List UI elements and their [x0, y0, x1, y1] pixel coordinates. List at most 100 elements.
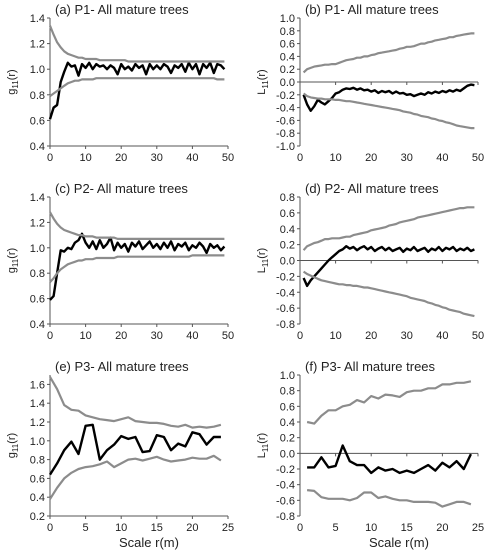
- x-tick-label: 0: [297, 522, 303, 534]
- lower-envelope-line: [302, 92, 475, 130]
- y-tick-label: -0.4: [276, 480, 295, 492]
- x-tick-label: 0: [297, 330, 303, 342]
- panel-title: (c) P2- All mature trees: [55, 181, 188, 196]
- y-axis-title-sub: 11: [261, 258, 270, 267]
- y-tick-label: 0.2: [280, 433, 295, 445]
- lower-envelope-line: [302, 270, 475, 318]
- y-tick-label: 0.8: [280, 386, 295, 398]
- y-axis-title-main: g: [6, 452, 18, 458]
- y-axis-title-tail: (r): [6, 248, 18, 259]
- x-tick-label: 20: [436, 522, 448, 534]
- y-tick-label: 0.4: [280, 224, 295, 236]
- y-tick-label: -0.6: [276, 495, 295, 507]
- x-tick-label: 25: [472, 522, 484, 534]
- chart-panel: -1.0-0.8-0.6-0.4-0.20.00.20.40.60.81.0 0 1…: [256, 2, 484, 164]
- observed-line: [48, 423, 221, 476]
- x-tick-label: 10: [365, 522, 377, 534]
- y-tick-label: 0.0: [280, 77, 295, 89]
- y-tick-label: -0.4: [276, 287, 295, 299]
- y-tick-label: -0.2: [276, 90, 295, 102]
- x-tick-label: 15: [401, 522, 413, 534]
- x-tick-label: 0: [47, 152, 53, 164]
- y-axis-title: g11(r): [6, 433, 20, 458]
- y-tick-label: -0.8: [276, 128, 295, 140]
- y-axis-title-sub: 11: [11, 443, 20, 452]
- y-tick-label: 0.6: [280, 401, 295, 413]
- y-tick-label: 0.8: [30, 455, 45, 467]
- x-tick-label: 50: [472, 152, 484, 164]
- y-axis-title-sub: 11: [261, 80, 270, 89]
- y-tick-label: -0.6: [276, 115, 295, 127]
- lower-envelope-line: [49, 254, 225, 283]
- y-tick-label: 0.2: [280, 240, 295, 252]
- y-axis-title: L11(r): [256, 433, 270, 458]
- x-tick-label: 10: [329, 152, 341, 164]
- panel-title: (e) P3- All mature trees: [55, 359, 189, 374]
- x-tick-label: 10: [329, 330, 341, 342]
- x-tick-label: 30: [151, 330, 163, 342]
- upper-envelope-line: [302, 32, 475, 74]
- y-tick-label: 1.0: [280, 370, 295, 382]
- y-axis-title-main: L: [256, 89, 268, 95]
- observed-line: [48, 61, 226, 120]
- x-axis-title: Scale r(m): [119, 535, 179, 550]
- x-tick-label: 30: [151, 152, 163, 164]
- x-tick-label: 30: [401, 152, 413, 164]
- x-tick-label: 0: [47, 330, 53, 342]
- y-tick-label: 1.0: [30, 243, 45, 255]
- x-tick-label: 10: [79, 330, 91, 342]
- y-tick-label: 0.6: [280, 208, 295, 220]
- y-tick-label: 0.8: [30, 90, 45, 102]
- y-tick-label: 0.6: [30, 473, 45, 485]
- x-tick-label: 25: [222, 522, 234, 534]
- y-tick-label: 0.4: [30, 141, 45, 153]
- y-tick-label: -0.4: [276, 103, 295, 115]
- x-tick-label: 0: [297, 152, 303, 164]
- x-tick-label: 20: [365, 330, 377, 342]
- x-tick-label: 50: [222, 330, 234, 342]
- y-axis-title: g11(r): [6, 69, 20, 94]
- y-axis-title-tail: (r): [256, 433, 268, 444]
- panel-title: (b) P1- All mature trees: [305, 2, 439, 17]
- x-tick-label: 10: [79, 152, 91, 164]
- y-tick-label: -0.8: [276, 319, 295, 331]
- y-tick-label: 1.0: [280, 13, 295, 25]
- y-tick-label: 1.2: [30, 417, 45, 429]
- y-axis-title-tail: (r): [256, 248, 268, 259]
- lower-envelope-line: [49, 454, 222, 500]
- y-tick-label: 1.4: [30, 192, 45, 204]
- y-tick-label: 0.4: [280, 417, 295, 429]
- upper-envelope-line: [306, 380, 472, 425]
- y-axis-title-main: L: [256, 267, 268, 273]
- upper-envelope-line: [302, 206, 475, 251]
- x-axis-title: Scale r(m): [369, 535, 429, 550]
- y-tick-label: 0.6: [30, 294, 45, 306]
- lower-envelope-line: [306, 489, 472, 508]
- y-tick-label: 0.0: [280, 448, 295, 460]
- x-tick-label: 40: [436, 330, 448, 342]
- y-tick-label: 0.8: [280, 26, 295, 38]
- x-tick-label: 20: [365, 152, 377, 164]
- y-tick-label: 1.2: [30, 217, 45, 229]
- y-tick-label: 1.2: [30, 39, 45, 51]
- y-tick-label: -0.2: [276, 271, 295, 283]
- y-tick-label: 1.4: [30, 398, 45, 410]
- chart-panel: -0.8 -0.6 -0.4 -0.2 0.0 0.2 0.4 0.6 0.8 1.0 0 5 10 15…: [256, 359, 484, 550]
- x-tick-label: 40: [186, 152, 198, 164]
- y-tick-label: 0.8: [280, 192, 295, 204]
- x-tick-label: 5: [83, 522, 89, 534]
- y-axis-title-tail: (r): [256, 69, 268, 80]
- y-tick-label: -1.0: [276, 141, 295, 153]
- y-axis-title-sub: 11: [11, 80, 20, 89]
- observed-line: [302, 244, 475, 288]
- y-axis-title-main: g: [6, 89, 18, 95]
- x-tick-label: 0: [47, 522, 53, 534]
- observed-line: [49, 232, 226, 301]
- x-tick-label: 5: [333, 522, 339, 534]
- y-tick-label: -0.2: [276, 464, 295, 476]
- y-tick-label: 0.4: [30, 492, 45, 504]
- y-axis-title-main: L: [256, 452, 268, 458]
- y-axis-title-main: g: [6, 267, 18, 273]
